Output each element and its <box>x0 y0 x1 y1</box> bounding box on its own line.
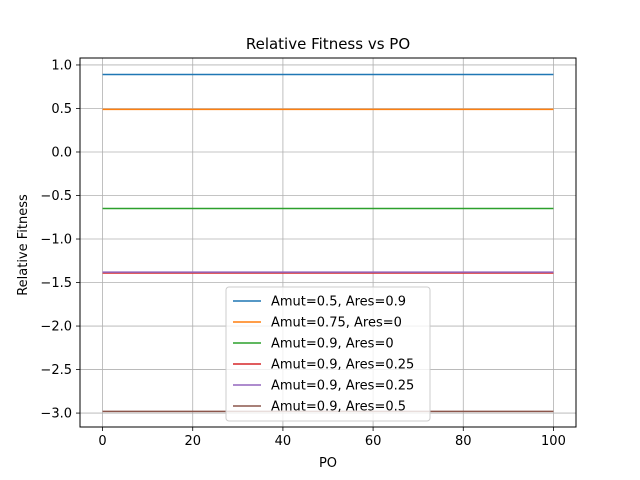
legend-entry: Amut=0.9, Ares=0.25 <box>271 379 414 394</box>
legend-box <box>225 286 431 422</box>
legend-entry: Amut=0.9, Ares=0.5 <box>271 400 406 415</box>
y-tick-label: −2.5 <box>40 363 72 378</box>
y-tick-label: −2.0 <box>40 320 72 335</box>
x-tick-label: 20 <box>184 434 201 449</box>
x-tick-label: 80 <box>455 434 472 449</box>
y-tick-label: −0.5 <box>40 189 72 204</box>
x-tick-label: 40 <box>275 434 292 449</box>
y-axis-label: Relative Fitness <box>16 194 31 296</box>
chart-title: Relative Fitness vs PO <box>246 35 410 53</box>
x-axis-ticks: 0 20 40 60 80 100 <box>98 427 566 449</box>
plot-frame <box>79 57 577 428</box>
legend-entry: Amut=0.9, Ares=0 <box>271 337 394 352</box>
y-tick-label: 0.0 <box>51 145 72 160</box>
x-tick-label: 0 <box>98 434 106 449</box>
legend-entry: Amut=0.5, Ares=0.9 <box>271 295 406 310</box>
y-axis-ticks: 1.0 0.5 0.0 −0.5 −1.0 −1.5 −2.0 −2.5 −3.0 <box>40 58 80 422</box>
legend-entry: Amut=0.75, Ares=0 <box>271 316 402 331</box>
legend-entry: Amut=0.9, Ares=0.25 <box>271 358 414 373</box>
legend: Amut=0.5, Ares=0.9 Amut=0.75, Ares=0 Amut=… <box>225 286 431 422</box>
x-tick-label: 60 <box>365 434 382 449</box>
y-tick-label: −3.0 <box>40 407 72 422</box>
y-tick-label: 0.5 <box>51 102 72 117</box>
x-axis-label: PO <box>319 456 337 471</box>
y-tick-label: −1.0 <box>40 233 72 248</box>
x-tick-label: 100 <box>541 434 566 449</box>
y-tick-label: 1.0 <box>51 58 72 73</box>
y-tick-label: −1.5 <box>40 276 72 291</box>
